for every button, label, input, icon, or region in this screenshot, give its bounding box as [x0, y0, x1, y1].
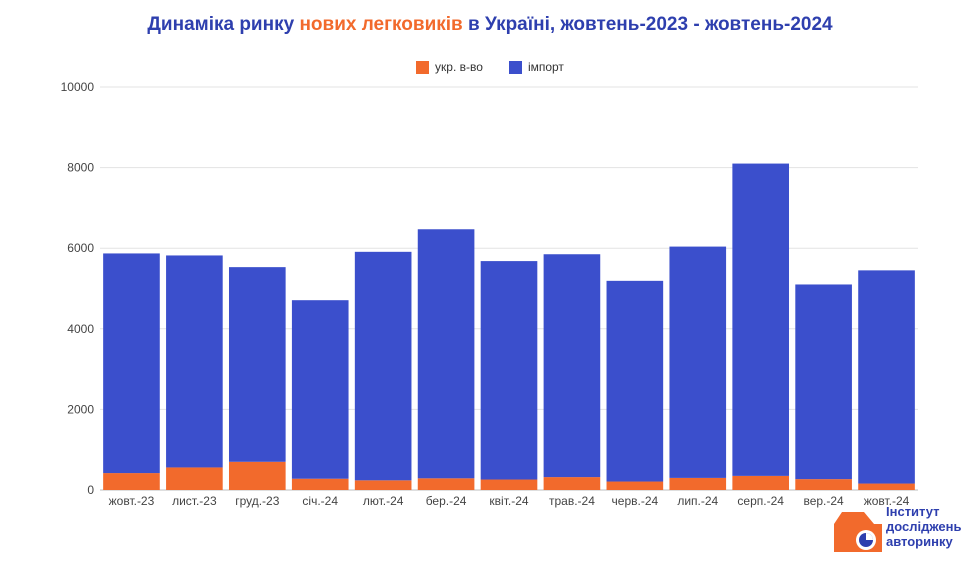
title-part-2: в Україні, жовтень-2023 - жовтень-2024 [462, 14, 833, 35]
chart-title: Динаміка ринку нових легковиків в Україн… [0, 14, 980, 36]
bar-domestic [103, 473, 160, 490]
legend-item-domestic: укр. в-во [416, 60, 483, 74]
bar-import [606, 280, 664, 482]
y-tick-label: 6000 [67, 241, 94, 255]
x-tick-label: жовт.-24 [864, 494, 910, 508]
legend-label-import: імпорт [527, 60, 564, 74]
bar-domestic [795, 479, 852, 490]
bar-domestic [354, 480, 412, 490]
logo-line-2: досліджень [886, 519, 962, 534]
y-tick-label: 0 [87, 483, 94, 497]
bar-domestic [858, 483, 915, 490]
bar-domestic [669, 477, 727, 490]
bar-import [166, 255, 223, 468]
bar-import [417, 229, 475, 479]
bar-import [795, 284, 852, 480]
bar-import [669, 246, 727, 478]
logo-text: Інститут досліджень авторинку [886, 504, 962, 549]
bar-domestic [480, 479, 538, 490]
bar-import [228, 267, 286, 462]
x-tick-label: лип.-24 [677, 494, 718, 508]
y-tick-label: 10000 [61, 80, 95, 94]
x-tick-label: бер.-24 [426, 494, 467, 508]
bar-domestic [732, 475, 790, 490]
x-tick-label: лист.-23 [172, 494, 217, 508]
legend-item-import: імпорт [508, 60, 564, 74]
bar-domestic [166, 467, 223, 490]
x-tick-label: квіт.-24 [489, 494, 528, 508]
bar-domestic [228, 461, 286, 490]
logo-line-1: Інститут [886, 504, 940, 519]
bar-domestic [417, 478, 475, 490]
title-part-1: Динаміка ринку [147, 14, 300, 35]
legend-label-domestic: укр. в-во [435, 60, 483, 74]
y-tick-label: 8000 [67, 161, 94, 175]
bar-domestic [606, 481, 664, 490]
bar-import [291, 300, 349, 479]
bar-import [354, 251, 412, 481]
logo-line-3: авторинку [886, 534, 953, 549]
bar-import [480, 261, 538, 480]
y-tick-label: 4000 [67, 322, 94, 336]
logo-icon [834, 512, 882, 552]
x-tick-label: лют.-24 [363, 494, 404, 508]
x-tick-label: січ.-24 [302, 494, 338, 508]
bar-domestic [291, 478, 349, 490]
bar-domestic [543, 477, 601, 490]
x-tick-label: черв.-24 [612, 494, 659, 508]
bar-import [103, 253, 160, 474]
bar-import [858, 270, 915, 484]
x-tick-label: жовт.-23 [109, 494, 155, 508]
bar-import [732, 163, 790, 476]
y-tick-label: 2000 [67, 402, 94, 416]
title-highlight: нових легковиків [299, 14, 463, 35]
x-tick-label: вер.-24 [803, 494, 844, 508]
x-tick-label: серп.-24 [737, 494, 784, 508]
legend-swatch-import [508, 60, 522, 74]
x-tick-label: груд.-23 [235, 494, 280, 508]
institute-logo: Інститут досліджень авторинку [830, 500, 980, 560]
bar-import [543, 254, 601, 478]
legend-swatch-domestic [416, 60, 430, 74]
chart-legend: укр. в-во імпорт [0, 60, 980, 74]
x-tick-label: трав.-24 [549, 494, 595, 508]
